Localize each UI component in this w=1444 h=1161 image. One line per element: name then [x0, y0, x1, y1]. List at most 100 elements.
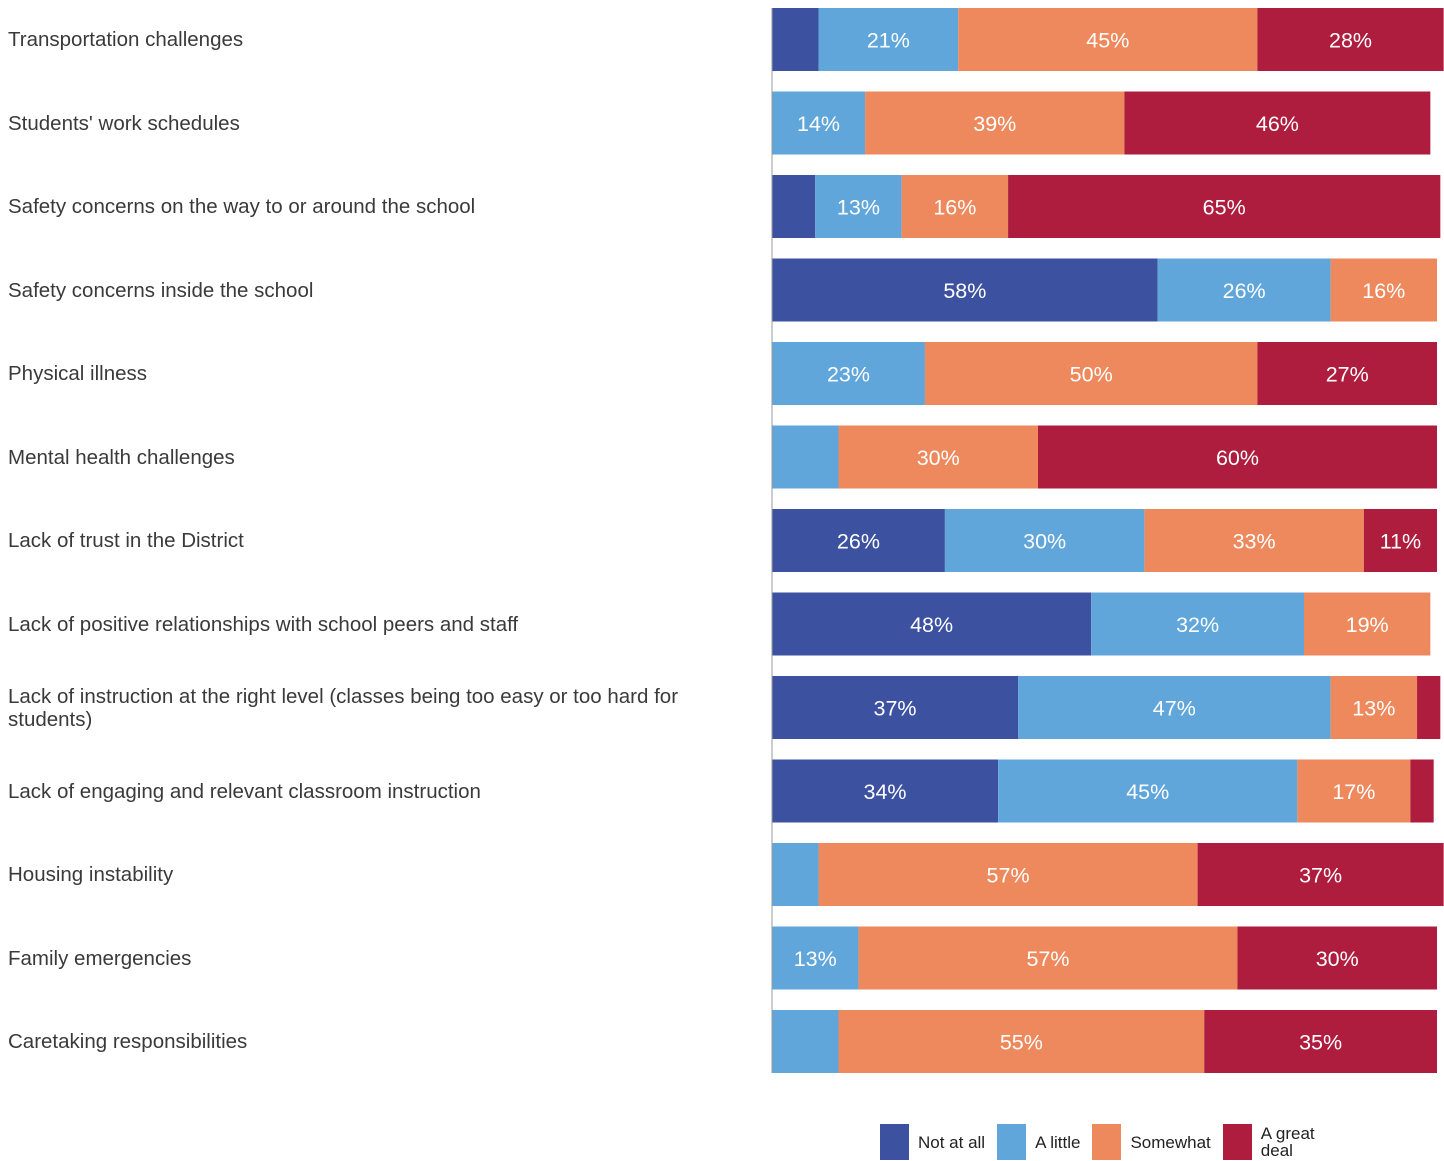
bar-segment-a-great-deal [1410, 759, 1434, 823]
bar-segment-not-at-all [772, 258, 1158, 322]
bar-segment-somewhat [858, 926, 1238, 990]
legend-label: A little [1035, 1132, 1081, 1152]
legend-item: A little [997, 1124, 1080, 1160]
bar-segment-a-great-deal [1038, 425, 1437, 489]
category-label: Safety concerns inside the school [8, 278, 314, 302]
bar-segment-a-great-deal [1197, 843, 1444, 906]
bar-segment-somewhat [958, 8, 1258, 71]
data-label: 27% [1326, 363, 1369, 387]
legend: Not at all A little Somewhat A great deal [880, 1124, 1345, 1160]
legend-item: Somewhat [1092, 1124, 1211, 1160]
data-label: 19% [1346, 613, 1389, 637]
data-label: 35% [1299, 1031, 1342, 1055]
data-label: 45% [1126, 780, 1169, 804]
bar-segment-a-little [998, 759, 1298, 823]
data-label: 30% [917, 446, 960, 470]
data-label: 17% [1332, 780, 1375, 804]
legend-item: A great deal [1222, 1124, 1333, 1160]
category-label: Caretaking responsibilities [8, 1030, 248, 1053]
bar-segment-a-little [944, 509, 1145, 572]
data-label: 37% [1299, 864, 1342, 888]
category-label: Students' work schedules [8, 111, 240, 135]
category-label: Lack of positive relationships with scho… [8, 612, 519, 636]
data-label: 48% [910, 613, 953, 637]
legend-item: Not at all [880, 1124, 985, 1160]
bar-segment-not-at-all [772, 676, 1019, 739]
bar-segment-a-great-deal [1237, 926, 1437, 990]
data-label: 21% [867, 29, 910, 53]
data-label: 55% [1000, 1031, 1043, 1055]
bar-segment-somewhat [865, 91, 1125, 155]
bar-segment-somewhat [1330, 258, 1437, 322]
legend-label: A great deal [1260, 1124, 1315, 1160]
bar-segment-not-at-all [772, 175, 816, 238]
data-label: 16% [933, 196, 976, 220]
bar-segment-somewhat [838, 425, 1038, 489]
data-label: 34% [864, 780, 907, 804]
bar-segment-a-little [1091, 592, 1304, 656]
data-label: 14% [797, 112, 840, 136]
data-label: 47% [1153, 697, 1196, 721]
data-label: 33% [1233, 530, 1276, 554]
data-label: 23% [827, 363, 870, 387]
data-label: 30% [1316, 947, 1359, 971]
bar-segment-a-little [772, 342, 925, 405]
legend-swatch [1222, 1124, 1252, 1160]
category-label: Safety concerns on the way to or around … [8, 195, 476, 218]
data-label: 50% [1070, 363, 1113, 387]
data-label: 60% [1216, 446, 1259, 470]
bar-segment-a-great-deal [1204, 1010, 1437, 1073]
bar-segment-a-great-deal [1417, 676, 1441, 739]
data-label: 16% [1362, 279, 1405, 303]
bar-segment-a-little [772, 926, 859, 990]
bar-segment-a-little [772, 843, 819, 906]
legend-label: Somewhat [1130, 1132, 1211, 1152]
bar-segment-a-little [818, 8, 959, 71]
data-label: 13% [837, 196, 880, 220]
data-label: 13% [794, 947, 837, 971]
bar-segment-somewhat [1144, 509, 1364, 572]
category-label: Lack of engaging and relevant classroom … [8, 779, 481, 803]
data-label: 28% [1329, 29, 1372, 53]
bar-segment-a-little [772, 91, 866, 155]
data-label: 57% [1026, 947, 1069, 971]
data-label: 58% [943, 279, 986, 303]
bar-segment-not-at-all [772, 759, 999, 823]
bar-segment-somewhat [901, 175, 1009, 238]
bar-segment-somewhat [1330, 676, 1418, 739]
bar-segment-a-little [1157, 258, 1331, 322]
bar-segment-somewhat [838, 1010, 1205, 1073]
data-label: 26% [837, 530, 880, 554]
bar-segment-a-little [772, 1010, 839, 1073]
legend-label: Not at all [918, 1132, 986, 1152]
legend-swatch [1092, 1124, 1122, 1160]
bar-segment-somewhat [818, 843, 1198, 906]
bar-segment-somewhat [1297, 759, 1411, 823]
bar-segment-a-great-deal [1257, 8, 1444, 71]
bar-segment-a-little [772, 425, 839, 489]
data-label: 39% [973, 112, 1016, 136]
bar-segment-a-great-deal [1257, 342, 1437, 405]
data-label: 37% [873, 697, 916, 721]
data-label: 46% [1256, 112, 1299, 136]
category-label: Lack of trust in the District [8, 529, 244, 552]
bar-segment-a-little [815, 175, 902, 238]
bar-segment-somewhat [924, 342, 1258, 405]
bar-segment-a-great-deal [1008, 175, 1441, 238]
data-label: 65% [1203, 196, 1246, 220]
data-label: 26% [1223, 279, 1266, 303]
category-label: Lack of instruction at the right level (… [8, 684, 679, 731]
data-label: 45% [1086, 29, 1129, 53]
category-label: Transportation challenges [8, 28, 244, 51]
data-label: 13% [1352, 697, 1395, 721]
bar-segment-a-great-deal [1124, 91, 1431, 155]
category-label: Mental health challenges [8, 445, 235, 469]
data-label: 30% [1023, 530, 1066, 554]
bar-segment-not-at-all [772, 592, 1092, 656]
data-label: 57% [987, 864, 1030, 888]
data-label: 32% [1176, 613, 1219, 637]
legend-swatch [880, 1124, 909, 1160]
bar-segment-not-at-all [772, 509, 945, 572]
bar-segment-somewhat [1304, 592, 1431, 656]
